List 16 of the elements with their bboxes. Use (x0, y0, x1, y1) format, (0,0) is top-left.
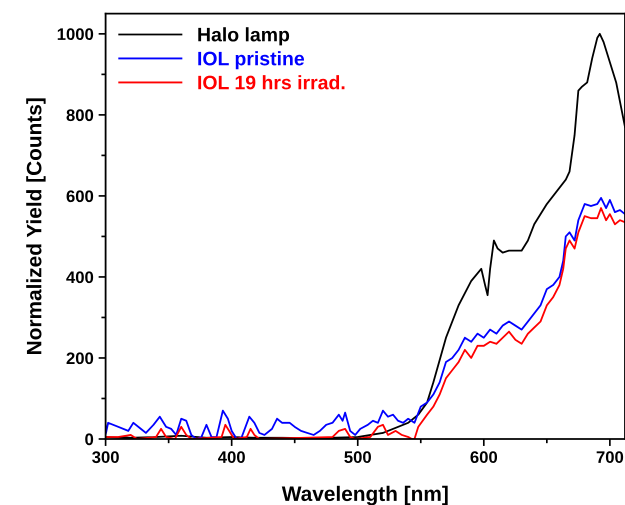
y-tick-label: 400 (66, 271, 94, 284)
y-tick-label: 600 (66, 190, 94, 202)
x-tick-label: 700 (596, 451, 624, 464)
legend-label: Halo lamp (198, 27, 290, 46)
y-tick-label: 200 (66, 352, 94, 364)
legend-label: IOL 19 hrs irrad. (198, 75, 344, 90)
x-tick-label: 600 (470, 451, 498, 464)
legend-label: IOL pristine (198, 51, 304, 70)
x-tick-label: 300 (92, 451, 119, 464)
x-tick-label: 500 (344, 451, 371, 464)
y-axis-title: Normalized Yield [Counts] (26, 98, 46, 354)
x-axis-title: Wavelength [nm] (282, 486, 448, 505)
y-tick-label: 800 (66, 109, 94, 122)
y-tick-label: 0 (85, 433, 94, 446)
x-tick-label: 400 (218, 451, 245, 464)
y-tick-label: 1000 (58, 28, 94, 40)
